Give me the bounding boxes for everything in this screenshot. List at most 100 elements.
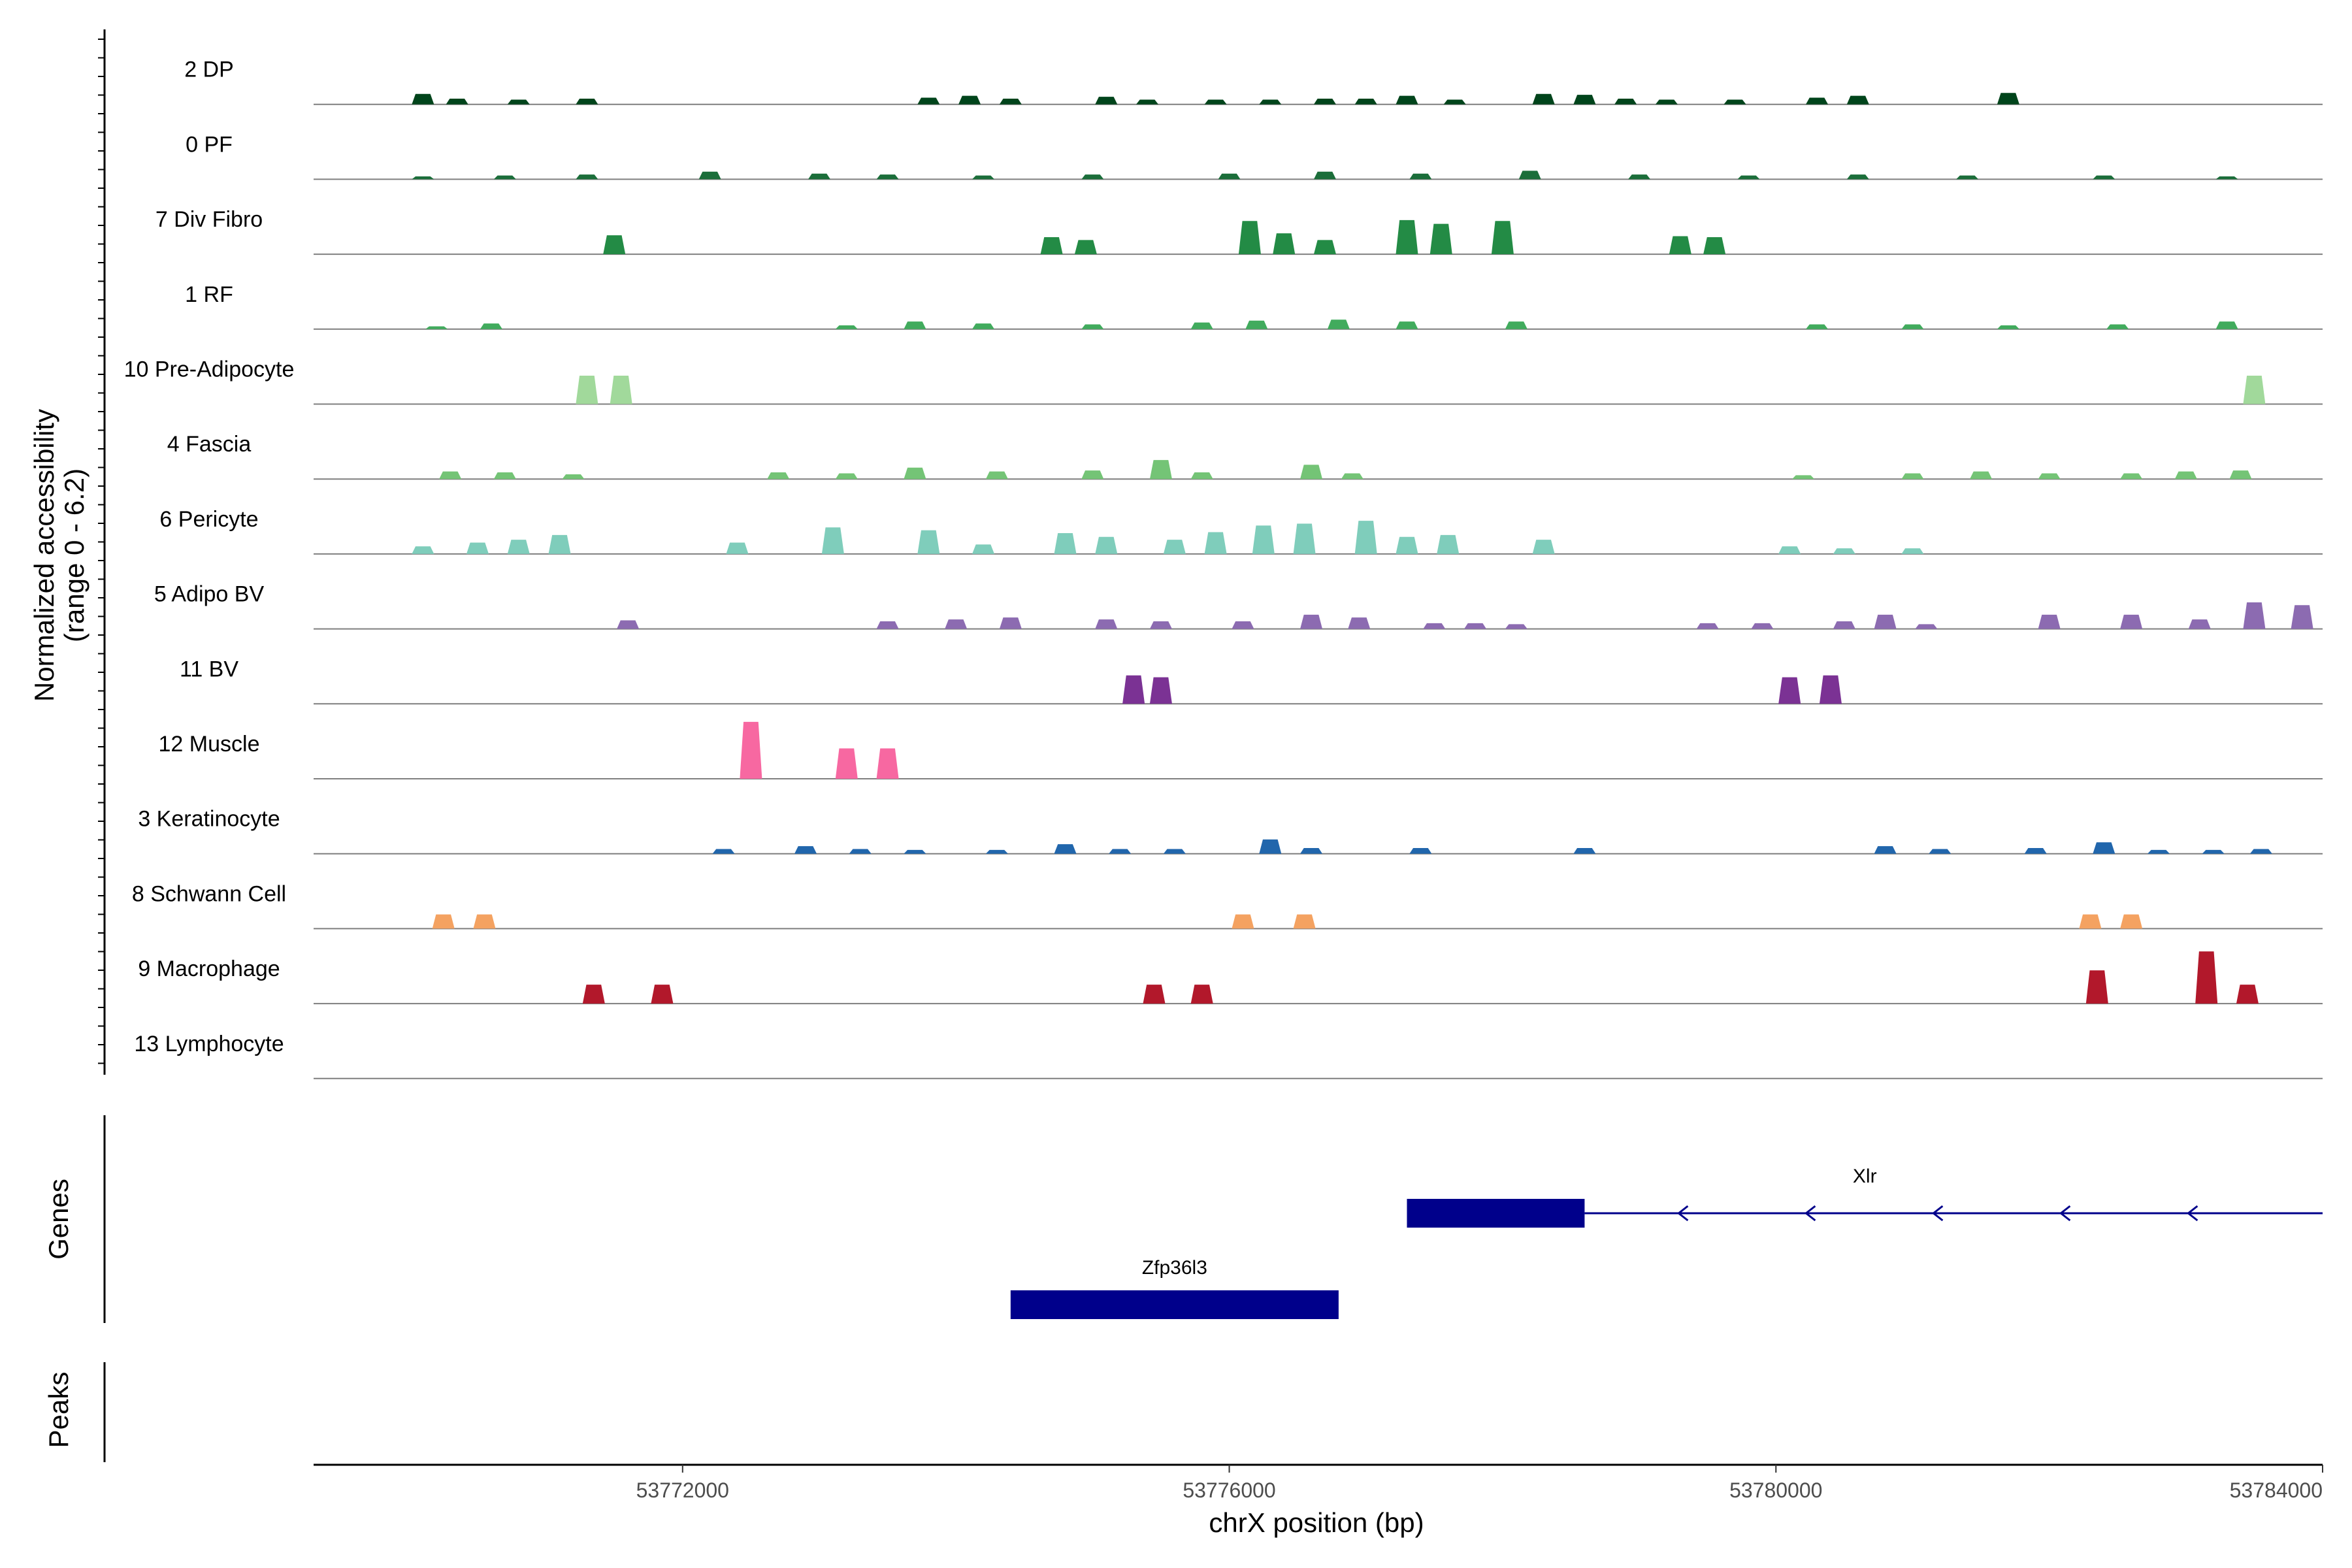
coverage-peak bbox=[2236, 985, 2259, 1004]
strand-arrow bbox=[1931, 1205, 1944, 1222]
coverage-peak bbox=[1327, 319, 1350, 329]
coverage-peak bbox=[1423, 623, 1446, 629]
coverage-peak bbox=[576, 98, 598, 105]
coverage-peak bbox=[712, 849, 735, 854]
track-label: 7 Div Fibro bbox=[155, 207, 263, 232]
coverage-peak bbox=[1341, 473, 1364, 480]
coverage-peak bbox=[576, 174, 598, 180]
coverage-peak bbox=[1956, 175, 1979, 180]
coverage-peak bbox=[576, 375, 598, 404]
x-tick-label: 53780000 bbox=[1729, 1478, 1822, 1502]
coverage-peak bbox=[835, 748, 858, 779]
coverage-peak bbox=[1806, 324, 1829, 329]
track-12: 9 Macrophage bbox=[138, 951, 2323, 1005]
track-10: 3 Keratinocyte bbox=[138, 807, 2323, 855]
coverage-peak bbox=[2202, 849, 2225, 854]
coverage-peak bbox=[1313, 171, 1336, 180]
coverage-peak bbox=[507, 99, 530, 105]
coverage-peak bbox=[1081, 174, 1104, 180]
coverage-peak bbox=[1259, 839, 1282, 854]
coverage-peak bbox=[1437, 534, 1460, 554]
gene-exon bbox=[1407, 1199, 1585, 1228]
coverage-peak bbox=[2188, 619, 2211, 629]
coverage-peak bbox=[1354, 98, 1377, 105]
coverage-peak bbox=[1443, 99, 1466, 105]
coverage-peak bbox=[835, 325, 858, 329]
coverage-peak bbox=[808, 173, 830, 180]
coverage-peak bbox=[1293, 914, 1316, 929]
track-label: 8 Schwann Cell bbox=[132, 881, 286, 906]
strand-arrow bbox=[1804, 1205, 1816, 1222]
coverage-peak bbox=[1929, 849, 1952, 854]
coverage-peak bbox=[1491, 221, 1514, 255]
coverage-peak bbox=[1833, 621, 1855, 629]
coverage-peak bbox=[1074, 240, 1097, 255]
coverage-peak bbox=[1396, 536, 1418, 554]
coverage-peak bbox=[480, 323, 502, 329]
coverage-peak bbox=[2120, 473, 2143, 480]
gene-label: Zfp36l3 bbox=[1142, 1257, 1207, 1279]
coverage-peak bbox=[2215, 176, 2238, 180]
track-label: 9 Macrophage bbox=[138, 956, 280, 981]
coverage-peak bbox=[1218, 173, 1241, 180]
coverage-peak bbox=[1915, 624, 1938, 629]
coverage-peak bbox=[1409, 847, 1432, 854]
coverage-peak bbox=[1655, 99, 1678, 105]
coverage-peak bbox=[1628, 174, 1651, 180]
coverage-peak bbox=[412, 176, 434, 180]
coverage-peak bbox=[1429, 223, 1452, 255]
gene-annotation-panel: Xlr Zfp36l3 bbox=[1010, 1166, 2323, 1319]
coverage-peak bbox=[876, 748, 899, 779]
track-label: 5 Adipo BV bbox=[154, 582, 265, 607]
coverage-peak bbox=[1245, 320, 1268, 329]
axes: 53772000 53776000 53780000 53784000 bbox=[98, 29, 2323, 1502]
coverage-peak bbox=[1669, 236, 1691, 255]
track-11: 8 Schwann Cell bbox=[132, 881, 2323, 930]
coverage-peak bbox=[821, 527, 844, 554]
coverage-peak bbox=[1054, 532, 1077, 554]
coverage-peak bbox=[1136, 99, 1159, 105]
coverage-peak bbox=[794, 846, 817, 854]
coverage-peak bbox=[432, 914, 455, 929]
coverage-peak bbox=[1778, 546, 1801, 554]
coverage-peak bbox=[1901, 324, 1924, 329]
coverage-peak bbox=[958, 95, 981, 105]
coverage-peak bbox=[1081, 324, 1104, 329]
coverage-peak bbox=[999, 617, 1022, 629]
coverage-peak bbox=[1518, 171, 1541, 180]
coverage-peak bbox=[1409, 173, 1432, 180]
gene-label: Xlr bbox=[1853, 1166, 1877, 1187]
coverage-peak bbox=[1573, 847, 1596, 854]
coverage-peak bbox=[1396, 95, 1418, 105]
coverage-peak bbox=[1149, 460, 1172, 480]
coverage-peak bbox=[1081, 470, 1104, 480]
coverage-peak bbox=[740, 721, 762, 779]
coverage-peak bbox=[904, 467, 926, 480]
coverage-peak bbox=[1819, 675, 1842, 704]
coverage-peak bbox=[1149, 677, 1172, 704]
track-4: 10 Pre-Adipocyte bbox=[124, 357, 2323, 405]
x-tick-label: 53776000 bbox=[1183, 1478, 1275, 1502]
coverage-peak bbox=[1846, 95, 1869, 105]
coverage-peak bbox=[493, 175, 516, 180]
coverage-peak bbox=[1122, 675, 1145, 704]
coverage-peak bbox=[1095, 619, 1118, 629]
coverage-peak bbox=[904, 849, 926, 854]
coverage-peak bbox=[603, 235, 626, 255]
coverage-peak bbox=[1833, 548, 1855, 554]
coverage-peak bbox=[1703, 237, 1726, 255]
track-label: 11 BV bbox=[180, 657, 238, 681]
coverage-peak bbox=[1505, 624, 1527, 629]
gene-zfp36l3: Zfp36l3 bbox=[1010, 1257, 1339, 1319]
y-axis-title-line2: (range 0 - 6.2) bbox=[59, 468, 90, 642]
track-label: 1 RF bbox=[185, 282, 233, 307]
coverage-peak bbox=[2243, 375, 2266, 404]
coverage-peak bbox=[1901, 473, 1924, 480]
coverage-peak bbox=[2291, 605, 2313, 629]
coverage-peak bbox=[473, 914, 496, 929]
coverage-peak bbox=[1300, 614, 1323, 629]
x-tick-label: 53772000 bbox=[636, 1478, 729, 1502]
track-3: 1 RF bbox=[185, 282, 2323, 330]
track-label: 13 Lymphocyte bbox=[134, 1032, 284, 1056]
